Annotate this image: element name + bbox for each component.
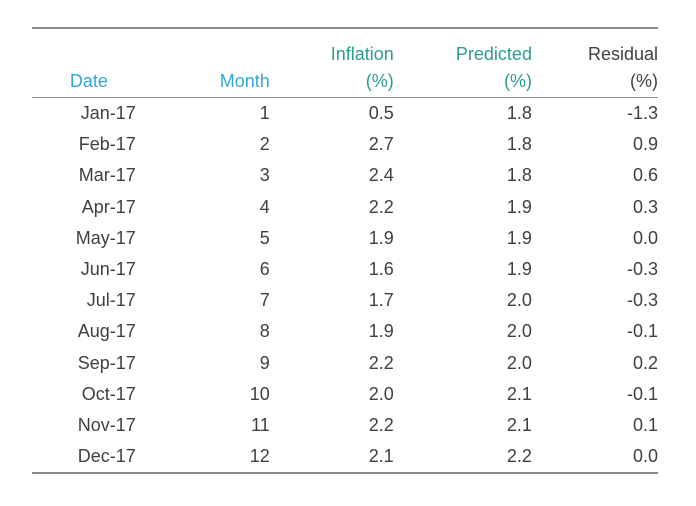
- table-row: Mar-17 3 2.4 1.8 0.6: [32, 160, 658, 191]
- cell-month: 4: [259, 196, 270, 217]
- cell-month: 12: [145, 441, 270, 475]
- header-inflation: Inflation (%): [269, 27, 394, 98]
- cell-date: Jun-17: [80, 259, 136, 280]
- header-predicted-line1: Predicted: [455, 44, 532, 64]
- cell-inflation: 1.9: [368, 321, 394, 342]
- cell-inflation: 1.6: [368, 259, 394, 280]
- header-inflation-line2: (%): [365, 71, 394, 91]
- cell-month: 9: [259, 352, 270, 373]
- table-row: Jan-17 1 0.5 1.8 -1.3: [32, 98, 658, 130]
- cell-residual: 0.9: [632, 134, 658, 155]
- cell-inflation: 2.0: [368, 383, 394, 404]
- cell-date: Jul-17: [86, 290, 136, 311]
- table-row: Dec-17 12 2.1 2.2 0.0: [32, 441, 658, 475]
- cell-predicted: 2.0: [506, 321, 532, 342]
- table-row: Nov-17 11 2.2 2.1 0.1: [32, 410, 658, 441]
- cell-month: 7: [259, 290, 270, 311]
- header-month-line2: Month: [219, 71, 270, 91]
- cell-inflation: 2.2: [368, 352, 394, 373]
- table-row: Feb-17 2 2.7 1.8 0.9: [32, 129, 658, 160]
- cell-date: May-17: [75, 227, 136, 248]
- cell-predicted: 1.9: [506, 227, 532, 248]
- header-inflation-line1: Inflation: [330, 44, 394, 64]
- table-row: Aug-17 8 1.9 2.0 -0.1: [32, 316, 658, 347]
- cell-month: 2: [259, 134, 270, 155]
- cell-date: Mar-17: [78, 165, 136, 186]
- header-month-line1: [146, 41, 270, 68]
- cell-predicted: 2.1: [506, 383, 532, 404]
- data-table-container: Date Month Inflation (%) Predicted (%) R…: [32, 27, 658, 475]
- cell-residual: 0.0: [632, 227, 658, 248]
- cell-month: 3: [259, 165, 270, 186]
- cell-predicted: 2.0: [506, 352, 532, 373]
- cell-date: Aug-17: [77, 321, 136, 342]
- cell-date: Apr-17: [81, 196, 136, 217]
- cell-inflation: 2.2: [368, 415, 394, 436]
- header-predicted-line2: (%): [503, 71, 532, 91]
- cell-residual: 0.0: [531, 441, 658, 475]
- header-date-line1: [32, 41, 146, 68]
- cell-inflation: 1.7: [368, 290, 394, 311]
- cell-residual: 0.3: [632, 196, 658, 217]
- cell-date: Nov-17: [77, 415, 136, 436]
- cell-predicted: 1.8: [506, 134, 532, 155]
- table-row: May-17 5 1.9 1.9 0.0: [32, 223, 658, 254]
- cell-date: Feb-17: [78, 134, 136, 155]
- header-predicted: Predicted (%): [393, 27, 532, 98]
- cell-residual: 0.6: [632, 165, 658, 186]
- header-date: Date: [32, 27, 146, 98]
- header-residual: Residual (%): [531, 27, 658, 98]
- table-row: Oct-17 10 2.0 2.1 -0.1: [32, 379, 658, 410]
- cell-predicted: 2.2: [393, 441, 532, 475]
- cell-predicted: 1.8: [506, 103, 532, 123]
- cell-residual: 0.1: [632, 415, 658, 436]
- cell-month: 6: [259, 259, 270, 280]
- cell-month: 11: [251, 415, 270, 436]
- table-header-row: Date Month Inflation (%) Predicted (%) R…: [32, 27, 658, 98]
- header-month: Month: [145, 27, 270, 98]
- table-row: Apr-17 4 2.2 1.9 0.3: [32, 192, 658, 223]
- cell-month: 1: [259, 103, 270, 123]
- header-residual-line1: Residual: [587, 44, 658, 64]
- cell-inflation: 2.1: [269, 441, 394, 475]
- cell-date: Oct-17: [81, 383, 136, 404]
- header-date-line2: Date: [69, 71, 108, 91]
- cell-predicted: 1.9: [506, 196, 532, 217]
- cell-predicted: 2.1: [506, 415, 532, 436]
- table-row: Jul-17 7 1.7 2.0 -0.3: [32, 285, 658, 316]
- table-row: Jun-17 6 1.6 1.9 -0.3: [32, 254, 658, 285]
- cell-residual: -0.3: [626, 259, 658, 280]
- header-residual-line2: (%): [630, 71, 658, 91]
- cell-inflation: 2.4: [368, 165, 394, 186]
- cell-date: Sep-17: [77, 352, 136, 373]
- table-row: Sep-17 9 2.2 2.0 0.2: [32, 348, 658, 379]
- cell-inflation: 2.7: [368, 134, 394, 155]
- cell-predicted: 1.9: [506, 259, 532, 280]
- cell-inflation: 1.9: [368, 227, 394, 248]
- cell-residual: -0.1: [626, 383, 658, 404]
- cell-date: Jan-17: [80, 103, 136, 123]
- cell-residual: -0.3: [626, 290, 658, 311]
- cell-month: 5: [259, 227, 270, 248]
- cell-predicted: 1.8: [506, 165, 532, 186]
- cell-month: 10: [249, 383, 270, 404]
- cell-month: 8: [259, 321, 270, 342]
- cell-residual: -1.3: [626, 103, 658, 123]
- cell-residual: -0.1: [626, 321, 658, 342]
- cell-predicted: 2.0: [506, 290, 532, 311]
- cell-inflation: 2.2: [368, 196, 394, 217]
- table-body: Jan-17 1 0.5 1.8 -1.3 Feb-17 2 2.7 1.8 0.9 Mar-17 3…: [32, 98, 658, 475]
- cell-inflation: 0.5: [368, 103, 394, 123]
- inflation-table: Date Month Inflation (%) Predicted (%) R…: [32, 27, 658, 475]
- cell-residual: 0.2: [632, 352, 658, 373]
- cell-date: Dec-17: [32, 441, 146, 475]
